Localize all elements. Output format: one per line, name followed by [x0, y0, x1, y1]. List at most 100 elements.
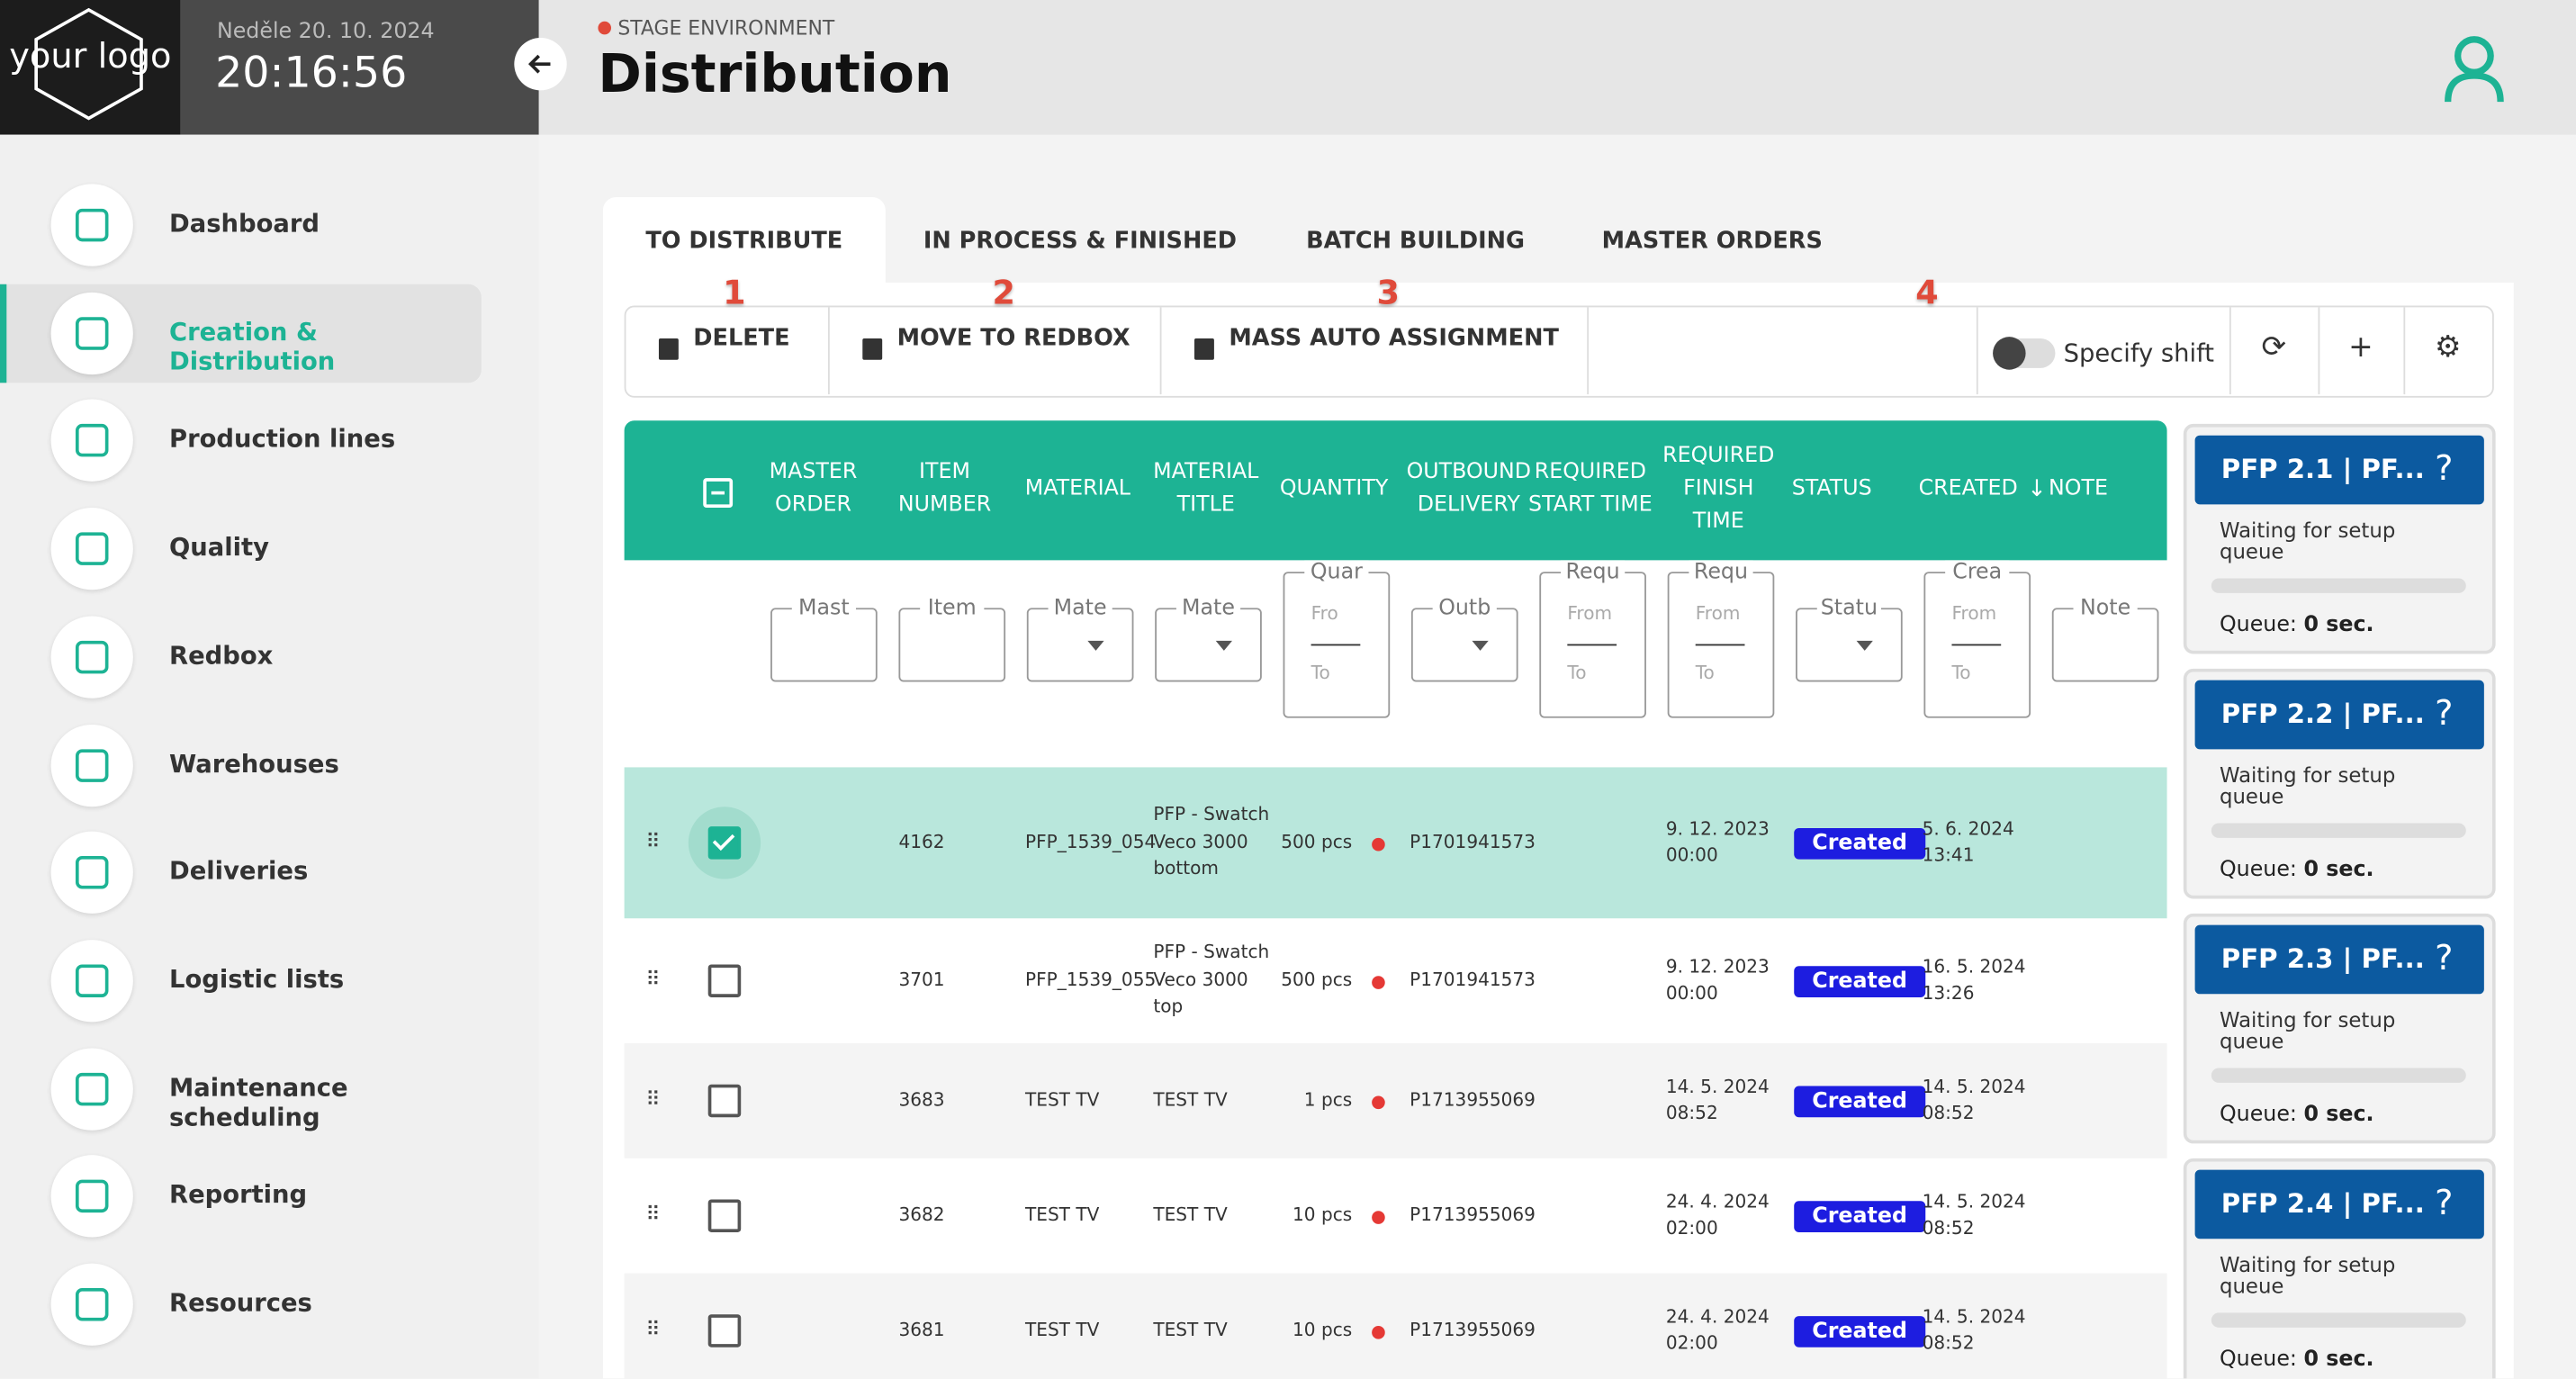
column-header[interactable]: STATUS	[1791, 476, 1872, 501]
annotation-marker: 4	[1915, 272, 1939, 312]
filter-input[interactable]: Outb	[1410, 596, 1518, 682]
nav-item[interactable]: Deliveries	[0, 824, 482, 923]
action-button[interactable]: MOVE TO REDBOX	[896, 325, 1130, 352]
cell-created: 14. 5. 2024 08:52	[1922, 1305, 2026, 1355]
annotation-marker: 1	[723, 272, 746, 312]
queue-value: 0 sec.	[2303, 1102, 2374, 1128]
column-header[interactable]: ITEM NUMBER	[897, 460, 992, 518]
toolbar-icon[interactable]: +	[2348, 329, 2373, 365]
dropdown-arrow	[1856, 640, 1873, 651]
cell-material: PFP_1539_055	[1024, 969, 1157, 990]
filter-input[interactable]: Requ From To	[1667, 560, 1775, 718]
tab[interactable]: BATCH BUILDING	[1306, 228, 1525, 255]
queue-status: Waiting for setup queue	[2219, 1251, 2396, 1298]
status-dot	[1372, 1211, 1385, 1224]
action-icon	[658, 338, 679, 360]
nav-item[interactable]: Maintenance scheduling	[0, 1040, 482, 1139]
filter-input[interactable]: Statu	[1796, 596, 1903, 682]
cell-created: 5. 6. 2024 13:41	[1922, 817, 2014, 866]
queue-header[interactable]: PFP 2.1 | PF...?	[2194, 435, 2484, 505]
queue-status: Waiting for setup queue	[2219, 1006, 2396, 1054]
filter-input[interactable]: Requ From To	[1539, 560, 1646, 718]
user-icon[interactable]	[2441, 33, 2507, 105]
queue-card: PFP 2.4 | PF...? Waiting for setup queue Q…	[2183, 1158, 2496, 1379]
filter-input[interactable]: Crea From To	[1923, 560, 2031, 718]
tab[interactable]: MASTER ORDERS	[1601, 228, 1823, 255]
action-button[interactable]: MASS AUTO ASSIGNMENT	[1229, 325, 1559, 352]
table-row[interactable]: ⠿ 3683 TEST TV TEST TV 1 pcs P1713955069 14. 5…	[624, 1043, 2167, 1158]
cell-item-number: 3701	[898, 969, 945, 990]
time: 20:16:56	[215, 49, 408, 99]
row-checkbox[interactable]	[707, 1314, 742, 1347]
status-dot	[1372, 837, 1385, 852]
column-header[interactable]: REQUIRED START TIME	[1528, 460, 1653, 518]
tab[interactable]: IN PROCESS & FINISHED	[923, 228, 1238, 255]
table-row[interactable]: ⠿ 3701 PFP_1539_055 PFP - Swatch Veco 3000 …	[624, 918, 2167, 1044]
nav-item[interactable]: Warehouses	[0, 716, 482, 815]
table-row[interactable]: ⠿ 4162 PFP_1539_054 PFP - Swatch Veco 3000 …	[624, 767, 2167, 919]
nav-item[interactable]: Production lines	[0, 392, 482, 491]
filter-label: Mate	[1175, 596, 1241, 621]
clock-box: Neděle 20. 10. 2024 20:16:56	[180, 0, 539, 135]
nav-icon	[50, 400, 133, 482]
queue-line: Queue: 0 sec.	[2220, 613, 2374, 637]
sidebar: Dashboard Creation & Distribution Producti…	[0, 134, 539, 1379]
filter-input[interactable]: Mate	[1026, 596, 1134, 682]
status-badge: Created	[1794, 827, 1926, 859]
nav-item[interactable]: Redbox	[0, 608, 482, 707]
dropdown-arrow	[1472, 640, 1489, 651]
nav-item[interactable]: Creation & Distribution	[0, 284, 482, 383]
cell-quantity: 500 pcs	[1281, 969, 1353, 990]
nav-icon	[50, 184, 133, 266]
filter-input[interactable]: Mast	[770, 596, 878, 682]
cell-outbound-delivery: P1713955069	[1410, 1088, 1536, 1110]
row-checkbox[interactable]	[707, 964, 742, 997]
queue-title: PFP 2.2 | PF...	[2220, 698, 2425, 730]
nav-item[interactable]: Resources	[0, 1256, 482, 1355]
toolbar-icon[interactable]: ⚙	[2434, 329, 2462, 365]
queue-progress	[2211, 823, 2466, 838]
queue-header[interactable]: PFP 2.3 | PF...?	[2194, 924, 2484, 995]
table-row[interactable]: ⠿ 3681 TEST TV TEST TV 10 pcs P1713955069 24. …	[624, 1273, 2167, 1379]
tab[interactable]: TO DISTRIBUTE	[602, 197, 886, 283]
row-checkbox[interactable]	[707, 1199, 742, 1232]
cell-quantity: 1 pcs	[1303, 1088, 1353, 1110]
filter-rule	[1567, 644, 1617, 646]
queue-value: 0 sec.	[2303, 857, 2374, 883]
check-mark	[712, 828, 735, 851]
toolbar-icon[interactable]: ⟳	[2261, 329, 2286, 365]
cell-material-title: PFP - Swatch Veco 3000 bottom	[1153, 803, 1270, 879]
column-header[interactable]: QUANTITY	[1279, 476, 1389, 501]
collapse-button[interactable]	[512, 36, 568, 92]
queue-card: PFP 2.3 | PF...? Waiting for setup queue Q…	[2183, 913, 2496, 1144]
status-dot	[1372, 976, 1385, 989]
column-header[interactable]: REQUIRED FINISH TIME	[1662, 443, 1775, 535]
nav-item[interactable]: Reporting	[0, 1148, 482, 1247]
filter-label: Crea	[1945, 560, 2010, 585]
queue-header[interactable]: PFP 2.4 | PF...?	[2194, 1169, 2484, 1239]
nav-item[interactable]: Quality	[0, 500, 482, 599]
column-header[interactable]: OUTBOUND DELIVERY	[1406, 460, 1532, 518]
nav-item[interactable]: Dashboard	[0, 176, 482, 275]
filter-input[interactable]: Quar Fro To	[1283, 560, 1391, 718]
column-header[interactable]: MATERIAL	[1024, 476, 1131, 501]
cell-outbound-delivery: P1713955069	[1410, 1318, 1536, 1340]
column-header[interactable]: CREATED	[1918, 476, 2018, 501]
queue-line: Queue: 0 sec.	[2220, 858, 2374, 882]
cell-material: PFP_1539_054	[1024, 830, 1157, 852]
column-header[interactable]: NOTE	[2049, 476, 2108, 501]
nav-item[interactable]: Logistic lists	[0, 932, 482, 1031]
column-header[interactable]: MATERIAL TITLE	[1153, 460, 1259, 518]
row-checkbox[interactable]	[707, 1084, 742, 1118]
table-row[interactable]: ⠿ 3682 TEST TV TEST TV 10 pcs P1713955069 24. …	[624, 1158, 2167, 1274]
filter-input[interactable]: Mate	[1155, 596, 1262, 682]
filter-input[interactable]: Item	[898, 596, 1006, 682]
queue-title: PFP 2.4 | PF...	[2220, 1187, 2425, 1220]
select-all[interactable]	[703, 478, 734, 509]
filter-input[interactable]: Note	[2051, 596, 2159, 682]
column-header[interactable]: MASTER ORDER	[769, 460, 858, 518]
action-button[interactable]: DELETE	[693, 325, 790, 352]
row-checkbox[interactable]	[707, 826, 742, 860]
queue-header[interactable]: PFP 2.2 | PF...?	[2194, 680, 2484, 750]
status-badge: Created	[1794, 1085, 1926, 1117]
